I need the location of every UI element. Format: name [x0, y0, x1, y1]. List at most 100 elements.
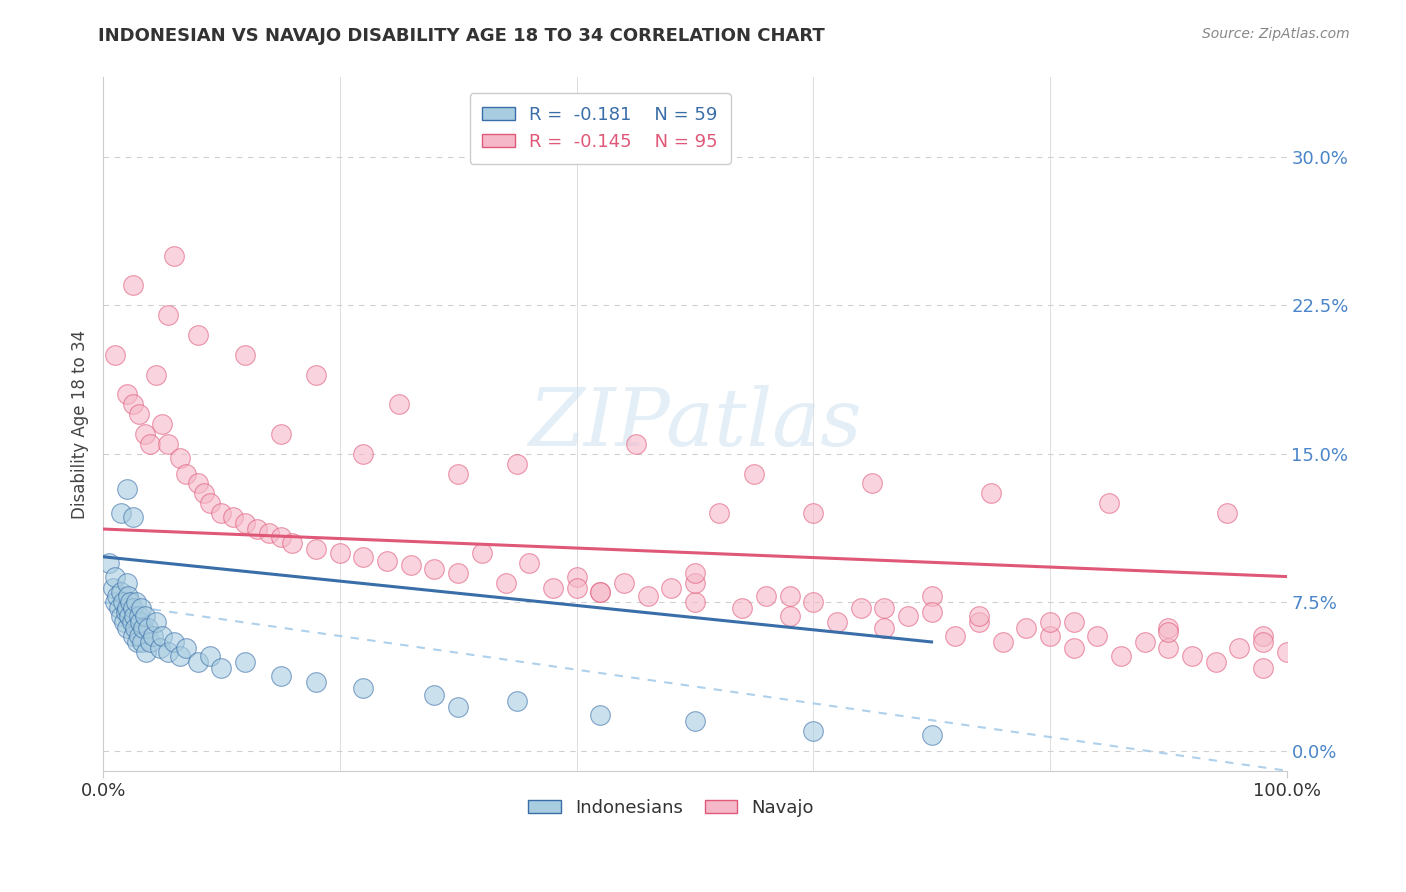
Point	[142, 629, 165, 643]
Point	[128, 615, 150, 629]
Point	[233, 655, 256, 669]
Point	[1205, 655, 1227, 669]
Point	[1098, 496, 1121, 510]
Point	[127, 635, 149, 649]
Point	[423, 562, 446, 576]
Point	[121, 601, 143, 615]
Point	[169, 648, 191, 663]
Point	[136, 621, 159, 635]
Point	[134, 609, 156, 624]
Point	[683, 566, 706, 580]
Text: ZIPatlas: ZIPatlas	[529, 385, 862, 463]
Point	[105, 590, 128, 604]
Point	[779, 609, 801, 624]
Point	[779, 590, 801, 604]
Legend: Indonesians, Navajo: Indonesians, Navajo	[522, 791, 821, 824]
Point	[118, 609, 141, 624]
Point	[613, 575, 636, 590]
Point	[731, 601, 754, 615]
Point	[506, 694, 529, 708]
Point	[270, 668, 292, 682]
Point	[145, 368, 167, 382]
Point	[1133, 635, 1156, 649]
Point	[589, 708, 612, 723]
Point	[659, 582, 682, 596]
Point	[541, 582, 564, 596]
Point	[145, 615, 167, 629]
Point	[121, 510, 143, 524]
Point	[110, 609, 132, 624]
Point	[139, 635, 162, 649]
Point	[125, 595, 148, 609]
Point	[873, 601, 896, 615]
Point	[198, 496, 221, 510]
Point	[110, 585, 132, 599]
Point	[135, 645, 157, 659]
Point	[128, 629, 150, 643]
Point	[388, 397, 411, 411]
Point	[353, 447, 375, 461]
Point	[121, 629, 143, 643]
Point	[471, 546, 494, 560]
Point	[157, 308, 180, 322]
Point	[860, 476, 883, 491]
Point	[120, 595, 142, 609]
Point	[353, 549, 375, 564]
Point	[921, 590, 943, 604]
Point	[1015, 621, 1038, 635]
Point	[211, 506, 233, 520]
Point	[149, 640, 172, 655]
Point	[114, 615, 136, 629]
Point	[101, 582, 124, 596]
Point	[589, 585, 612, 599]
Point	[1085, 629, 1108, 643]
Point	[169, 450, 191, 465]
Point	[755, 590, 778, 604]
Point	[121, 278, 143, 293]
Point	[150, 629, 173, 643]
Point	[353, 681, 375, 695]
Point	[305, 541, 328, 556]
Point	[1109, 648, 1132, 663]
Point	[115, 621, 138, 635]
Point	[246, 522, 269, 536]
Point	[115, 483, 138, 497]
Point	[1157, 640, 1180, 655]
Point	[801, 506, 824, 520]
Point	[1275, 645, 1298, 659]
Point	[132, 621, 155, 635]
Point	[163, 249, 186, 263]
Point	[1251, 629, 1274, 643]
Point	[825, 615, 848, 629]
Point	[1039, 629, 1062, 643]
Point	[873, 621, 896, 635]
Text: INDONESIAN VS NAVAJO DISABILITY AGE 18 TO 34 CORRELATION CHART: INDONESIAN VS NAVAJO DISABILITY AGE 18 T…	[98, 27, 825, 45]
Point	[104, 595, 127, 609]
Point	[565, 582, 588, 596]
Point	[115, 387, 138, 401]
Point	[174, 640, 197, 655]
Point	[305, 368, 328, 382]
Point	[128, 407, 150, 421]
Point	[281, 536, 304, 550]
Point	[849, 601, 872, 615]
Point	[1227, 640, 1250, 655]
Point	[967, 615, 990, 629]
Point	[112, 595, 135, 609]
Point	[375, 554, 398, 568]
Text: Source: ZipAtlas.com: Source: ZipAtlas.com	[1202, 27, 1350, 41]
Point	[423, 689, 446, 703]
Y-axis label: Disability Age 18 to 34: Disability Age 18 to 34	[72, 329, 89, 518]
Point	[129, 601, 152, 615]
Point	[157, 437, 180, 451]
Point	[329, 546, 352, 560]
Point	[150, 417, 173, 431]
Point	[991, 635, 1014, 649]
Point	[897, 609, 920, 624]
Point	[506, 457, 529, 471]
Point	[967, 609, 990, 624]
Point	[637, 590, 659, 604]
Point	[198, 648, 221, 663]
Point	[1157, 621, 1180, 635]
Point	[921, 728, 943, 742]
